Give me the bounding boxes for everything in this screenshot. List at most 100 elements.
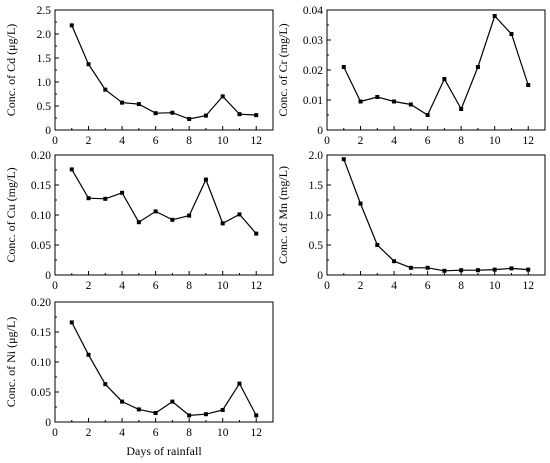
panel-cd: 0 2 4 6 8 10 12 0 0.5 1.0 1.5 2.0 2.5 Conc. of Cd (μg… [4,5,274,147]
panel-cd-ytick-label: 2.0 [37,29,52,41]
panel-cd-xtick-label: 4 [119,135,125,147]
panel-ni-xtick-label: 10 [217,427,229,439]
panel-cr-xtick-label: 8 [458,135,464,147]
panel-cu-data-point [153,209,158,214]
panel-cu-data-point [237,212,242,217]
panel-mn-data-point [459,268,464,273]
panel-cu-xtick-label: 12 [250,280,262,292]
panel-ni-xlabel: Days of rainfall [126,444,202,458]
panel-ni: 0 2 4 6 8 10 12 0 0.05 0.10 0.15 0.20 Conc. of Ni (μ… [4,297,274,458]
panel-ni-data-point [170,399,175,404]
panel-cu-xtick-label: 2 [86,280,92,292]
panel-cr-data-point [392,99,397,104]
panel-cr-xtick-label: 12 [522,135,534,147]
panel-cr-xtick-label: 10 [489,135,501,147]
panel-ni-data-point [103,382,108,387]
panel-cu-data-point [170,217,175,222]
panel-cr-ytick-label: 0.02 [303,65,323,77]
panel-mn-data-point [392,259,397,264]
panel-cu-ytick-label: 0 [45,270,51,282]
panel-cd-xtick-label: 8 [186,135,192,147]
panel-cd-xtick-label: 12 [250,135,262,147]
panel-mn-xtick-label: 10 [489,280,501,292]
panel-cr-data-point [442,77,447,81]
panel-ni-ylabel: Conc. of Ni (μg/L) [4,317,18,407]
panel-cd-ytick-label: 1.5 [37,53,52,65]
panel-mn-xtick-label: 12 [522,280,534,292]
panel-cr-xtick-label: 0 [324,135,330,147]
panel-cu-data-point [120,190,125,195]
panel-cu: 0 2 4 6 8 10 12 0 0.05 0.10 0.15 0.20 Conc. of Cu (m… [4,150,274,292]
panel-cu-data-point [86,196,91,201]
panel-mn-ytick-label: 0 [317,270,323,282]
panel-ni-data-point [153,411,158,415]
panel-cr-xtick-label: 6 [425,135,431,147]
panel-mn-xtick-label: 6 [425,280,431,292]
panel-cd-data-point [120,100,125,105]
panel-cr-ytick-label: 0.01 [303,95,323,107]
panel-ni-xtick-label: 6 [153,427,159,439]
panel-cu-data-point [220,221,225,226]
panel-ni-xtick-label: 4 [119,427,125,439]
panel-mn-data-point [408,265,413,270]
panel-mn-data-point [492,267,497,272]
panel-cr-data-point [408,102,413,107]
panel-cu-data-point [69,167,74,172]
panel-cu-ytick-label: 0.10 [31,210,51,222]
panel-cd-data-point [136,102,141,107]
panel-cd-data-point [220,94,225,99]
panel-cd-data-point [86,62,91,67]
panel-ni-ytick-label: 0.15 [31,327,51,339]
panel-mn-data-point [442,268,447,273]
panel-mn-ytick-label: 1.5 [309,180,324,192]
panel-cu-data-point [203,177,208,182]
panel-cu-data-point [187,213,192,218]
panel-cd-data-point [153,111,158,116]
panel-mn-ytick-label: 0.5 [309,240,324,252]
panel-cd-ytick-label: 2.5 [37,5,52,17]
panel-mn-data-point [358,201,363,206]
panel-ni-series-line [71,322,257,417]
panel-cr-data-point [509,32,514,36]
panel-cu-ytick-label: 0.05 [31,240,51,252]
panel-cr-frame [326,9,546,131]
panel-cu-xtick-label: 6 [153,280,159,292]
panel-mn-data-point [526,267,531,272]
panel-cu-xtick-label: 10 [217,280,229,292]
panel-cr-xtick-label: 2 [358,135,364,147]
panel-ni-ytick-label: 0 [45,417,51,429]
panel-cr-data-point [425,113,430,117]
panel-ni-data-point [254,413,259,418]
panel-cd-data-point [203,113,208,118]
panel-cu-series-line [71,169,257,234]
panel-cu-data-point [103,196,108,201]
panel-mn-ytick-label: 1.0 [309,210,324,222]
panel-ni-ytick-label: 0.20 [31,297,51,309]
panel-mn-data-point [475,268,480,273]
panel-cr-ytick-label: 0.03 [303,35,323,47]
panel-cr-data-point [459,107,464,111]
panel-ni-data-point [237,381,242,386]
panel-cr-data-point [341,65,346,69]
panel-cu-ylabel: Conc. of Cu (mg/L) [4,167,18,262]
panel-cd-data-point [254,113,259,118]
panel-cr-ytick-label: 0.04 [303,5,323,17]
panel-mn-xtick-label: 4 [391,280,397,292]
panel-cd-xtick-label: 2 [86,135,92,147]
panel-ni-xtick-label: 0 [52,427,58,439]
panel-ni-data-point [187,413,192,418]
panel-cu-data-point [254,231,259,236]
panel-cr-data-point [358,99,363,104]
panel-cd-xtick-label: 0 [52,135,58,147]
panel-mn-xtick-label: 8 [458,280,464,292]
panel-cr-ytick-label: 0 [317,125,323,137]
panel-mn-xtick-label: 0 [324,280,330,292]
panel-ni-xtick-label: 8 [186,427,192,439]
panel-mn-series-line [343,158,529,272]
panel-cu-xtick-label: 4 [119,280,125,292]
panel-cd-series-line [71,25,257,120]
panel-cu-xtick-label: 0 [52,280,58,292]
panel-cd-data-point [170,110,175,115]
panel-cu-data-point [136,220,141,225]
